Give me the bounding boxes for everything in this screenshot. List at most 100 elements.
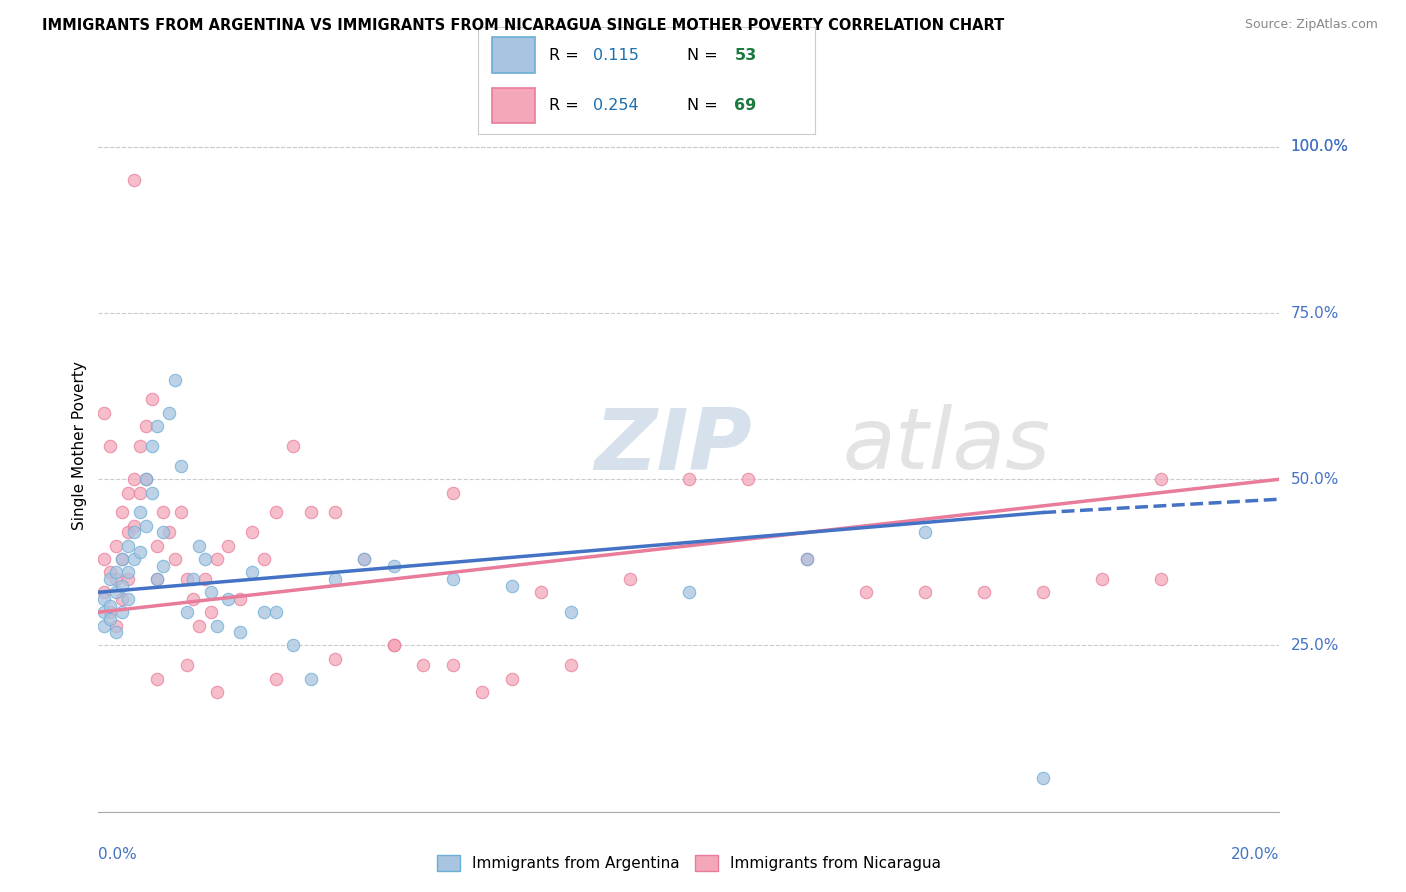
Point (796, 552, 818, 566)
Point (128, 506, 150, 520)
Point (240, 566, 263, 580)
Point (914, 585, 936, 599)
Point (146, 419, 169, 434)
Point (1032, 772, 1054, 786)
Point (530, 585, 553, 599)
Point (98, 599, 121, 613)
Point (194, 572, 217, 586)
Point (117, 485, 139, 500)
Point (253, 605, 276, 619)
Point (146, 672, 169, 686)
Point (264, 605, 287, 619)
Point (253, 552, 276, 566)
Point (117, 566, 139, 580)
Point (170, 458, 193, 473)
Point (111, 552, 134, 566)
Text: N =: N = (688, 48, 723, 63)
Point (194, 552, 217, 566)
Point (111, 605, 134, 619)
Point (240, 525, 263, 540)
Point (181, 591, 204, 606)
Point (382, 639, 405, 653)
Text: R =: R = (548, 98, 583, 113)
Text: 0.254: 0.254 (593, 98, 638, 113)
Point (973, 585, 995, 599)
Point (353, 552, 375, 566)
Point (299, 672, 322, 686)
Point (146, 572, 169, 586)
Point (93, 406, 115, 420)
Point (323, 506, 346, 520)
Point (117, 525, 139, 540)
Point (176, 572, 198, 586)
Point (176, 605, 198, 619)
Text: 69: 69 (734, 98, 756, 113)
Point (98, 566, 121, 580)
Point (1032, 585, 1054, 599)
Point (105, 625, 128, 640)
Text: 100.0%: 100.0% (1291, 139, 1348, 154)
Text: 0.115: 0.115 (593, 48, 638, 63)
Point (135, 472, 157, 486)
Point (157, 525, 180, 540)
Point (353, 552, 375, 566)
Point (135, 518, 157, 533)
Point (157, 406, 180, 420)
Point (111, 552, 134, 566)
Text: 53: 53 (734, 48, 756, 63)
Point (152, 506, 174, 520)
Point (165, 552, 187, 566)
Point (165, 372, 187, 386)
Point (128, 545, 150, 559)
Point (501, 579, 523, 593)
Point (299, 506, 322, 520)
Point (796, 552, 818, 566)
Point (122, 173, 145, 187)
Point (382, 639, 405, 653)
Text: atlas: atlas (842, 404, 1050, 488)
Point (122, 472, 145, 486)
Point (111, 579, 134, 593)
Point (98, 439, 121, 453)
Point (619, 572, 641, 586)
Point (1150, 572, 1173, 586)
Point (1091, 572, 1114, 586)
Point (105, 539, 128, 553)
Point (441, 658, 464, 673)
Point (323, 572, 346, 586)
Text: 75.0%: 75.0% (1291, 306, 1339, 320)
Point (382, 558, 405, 573)
Point (93, 585, 115, 599)
Legend: Immigrants from Argentina, Immigrants from Nicaragua: Immigrants from Argentina, Immigrants fr… (430, 849, 948, 877)
Point (122, 552, 145, 566)
Point (441, 485, 464, 500)
Y-axis label: Single Mother Poverty: Single Mother Poverty (72, 361, 87, 531)
Point (93, 618, 115, 632)
Point (560, 658, 582, 673)
Point (117, 591, 139, 606)
Point (117, 572, 139, 586)
Point (152, 558, 174, 573)
Point (98, 612, 121, 626)
Point (187, 539, 209, 553)
Text: 100.0%: 100.0% (1291, 139, 1348, 154)
Point (105, 572, 128, 586)
Point (105, 566, 128, 580)
Point (170, 506, 193, 520)
Text: ZIP: ZIP (595, 404, 752, 488)
Point (122, 518, 145, 533)
Text: 0.0%: 0.0% (98, 847, 138, 863)
Point (737, 472, 759, 486)
Point (217, 591, 239, 606)
Point (98, 605, 121, 619)
Point (187, 618, 209, 632)
Point (914, 525, 936, 540)
Point (855, 585, 877, 599)
Point (117, 539, 139, 553)
Point (678, 585, 700, 599)
Text: 20.0%: 20.0% (1232, 847, 1279, 863)
Point (217, 539, 239, 553)
Point (93, 591, 115, 606)
Point (200, 605, 222, 619)
Point (283, 639, 305, 653)
